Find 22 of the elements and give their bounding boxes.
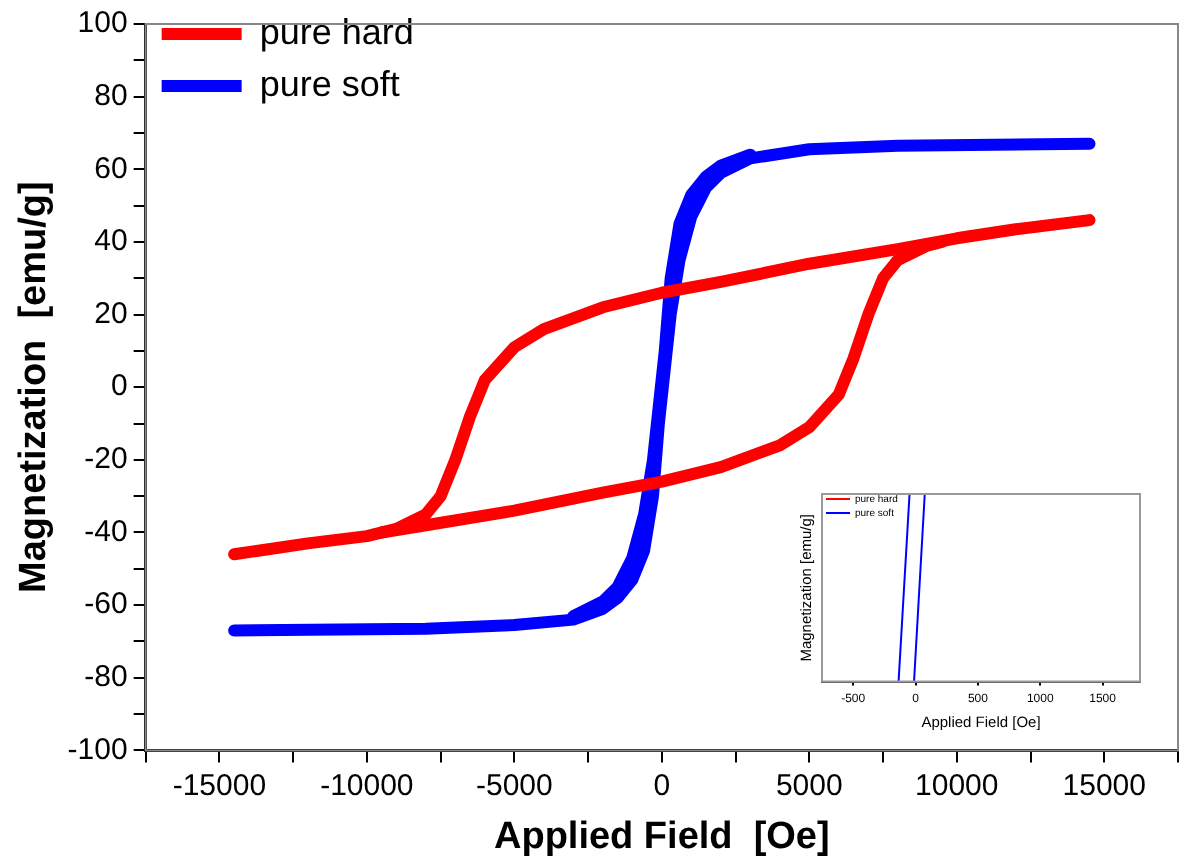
x-tick-label: -5000 [475, 768, 553, 803]
y-tick-label: 20 [94, 296, 128, 331]
x-tick-label: -10000 [320, 768, 414, 803]
y-tick-label: 0 [110, 369, 128, 404]
y-axis-title: Magnetization [emu/g] [13, 181, 56, 594]
x-axis-title: Applied Field [Oe] [493, 815, 830, 858]
y-tick-label: -100 [67, 732, 128, 767]
y-tick-label: 60 [94, 151, 128, 186]
y-tick-label: 80 [94, 78, 128, 113]
x-tick-label: -15000 [172, 768, 267, 803]
y-tick-label: -40 [84, 514, 128, 549]
y-tick-label: -80 [84, 660, 128, 695]
y-tick-label: 100 [77, 6, 128, 41]
legend-label: pure hard [259, 11, 414, 52]
y-tick-label: -60 [84, 587, 128, 622]
x-tick-label: 0 [653, 768, 671, 803]
y-tick-label: 40 [94, 224, 128, 259]
x-tick-label: 10000 [915, 768, 999, 803]
x-tick-label: 15000 [1062, 768, 1146, 803]
x-tick-label: 5000 [775, 768, 843, 803]
legend-label: pure soft [259, 63, 400, 104]
y-tick-label: -20 [84, 442, 128, 477]
